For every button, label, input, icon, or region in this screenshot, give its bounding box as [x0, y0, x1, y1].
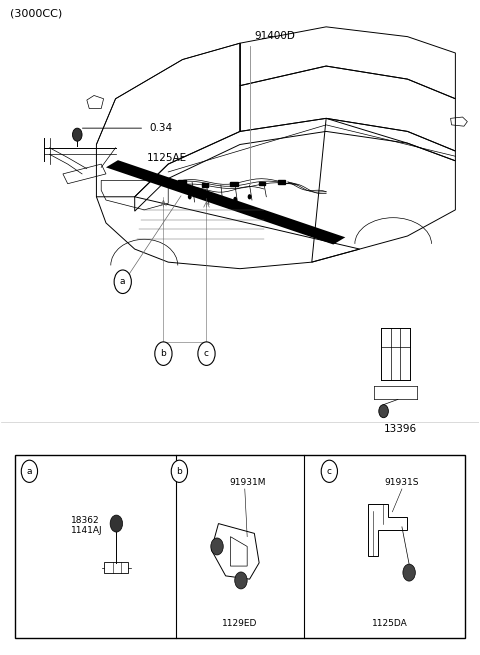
Bar	[259, 181, 265, 185]
Text: 91400D: 91400D	[254, 31, 295, 41]
Text: a: a	[27, 467, 32, 476]
Text: (3000CC): (3000CC)	[10, 9, 62, 18]
Bar	[278, 179, 285, 183]
Text: c: c	[327, 467, 332, 476]
Text: b: b	[160, 349, 166, 358]
Text: b: b	[177, 467, 182, 476]
Circle shape	[110, 515, 122, 532]
Bar	[104, 562, 128, 572]
Text: 13396: 13396	[384, 424, 417, 434]
Bar	[230, 182, 238, 186]
Circle shape	[72, 128, 82, 141]
Text: 91931M: 91931M	[229, 478, 265, 487]
Circle shape	[155, 342, 172, 365]
Circle shape	[321, 460, 337, 482]
Circle shape	[188, 194, 192, 199]
Text: 1129ED: 1129ED	[222, 619, 258, 628]
Text: 91931S: 91931S	[384, 478, 419, 487]
Circle shape	[171, 460, 188, 482]
Text: c: c	[204, 349, 209, 358]
Circle shape	[219, 198, 223, 204]
Circle shape	[403, 564, 415, 581]
Text: 1125DA: 1125DA	[372, 619, 408, 628]
Circle shape	[235, 572, 247, 589]
Circle shape	[21, 460, 37, 482]
Text: 1141AJ: 1141AJ	[71, 526, 103, 535]
Polygon shape	[106, 160, 345, 244]
Bar	[202, 183, 208, 187]
Circle shape	[114, 270, 132, 293]
Text: 0.34: 0.34	[149, 123, 172, 133]
Text: 18362: 18362	[71, 516, 99, 525]
Text: 1125AE: 1125AE	[147, 153, 187, 162]
Bar	[178, 180, 186, 185]
Circle shape	[198, 342, 215, 365]
Circle shape	[248, 194, 252, 199]
Circle shape	[233, 196, 237, 202]
Circle shape	[204, 196, 208, 201]
Circle shape	[211, 538, 223, 555]
Circle shape	[379, 405, 388, 418]
Text: a: a	[120, 277, 125, 286]
Bar	[15, 455, 465, 638]
